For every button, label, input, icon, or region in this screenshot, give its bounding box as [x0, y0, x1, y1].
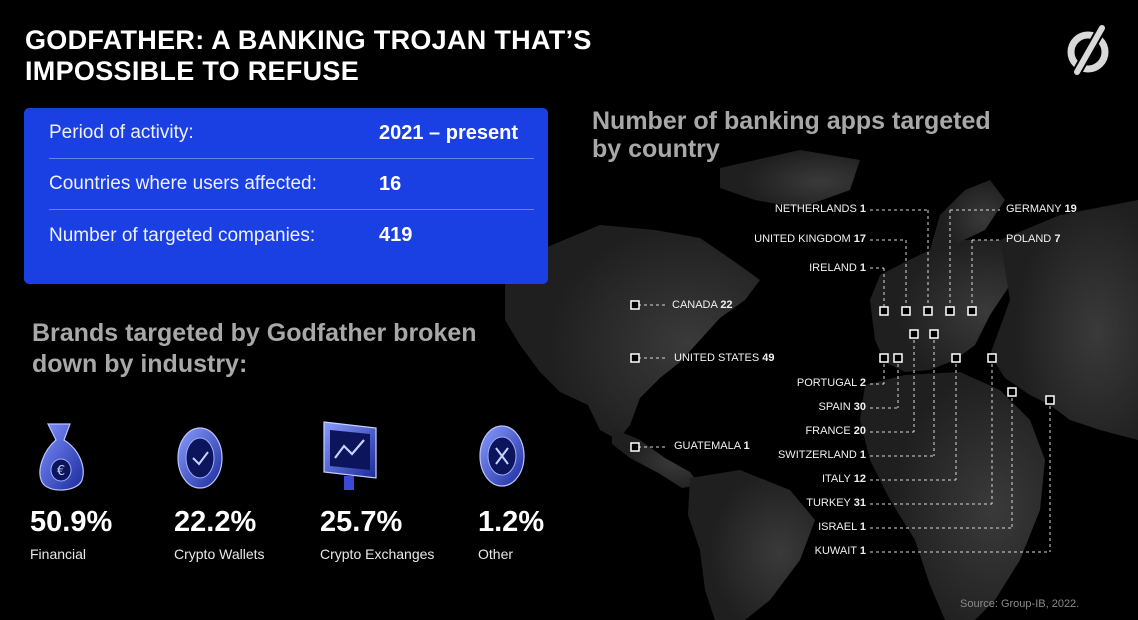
- greenland-shape: [720, 150, 860, 208]
- marker-italy: [951, 353, 961, 363]
- industry-percent: 22.2%: [174, 506, 257, 538]
- exchange-monitor-icon: [323, 421, 377, 490]
- info-value: 2021 – present: [379, 121, 518, 144]
- crypto-coin-icon: [177, 427, 223, 489]
- marker-canada: [630, 300, 640, 310]
- industry-crypto-exchanges: 25.7% Crypto Exchanges: [320, 420, 434, 562]
- marker-portugal: [879, 353, 889, 363]
- country-label-portugal: PORTUGAL 2: [796, 377, 866, 389]
- money-bag-icon: €: [39, 423, 84, 491]
- industry-percent: 50.9%: [30, 506, 113, 538]
- industry-percent: 25.7%: [320, 506, 403, 538]
- marker-kuwait: [1045, 395, 1055, 405]
- info-label: Number of targeted companies:: [49, 224, 316, 246]
- marker-turkey: [987, 353, 997, 363]
- country-label-canada: CANADA 22: [672, 299, 733, 311]
- info-row-companies: Number of targeted companies: 419: [49, 210, 534, 261]
- marker-united-states: [630, 353, 640, 363]
- marker-netherlands: [923, 306, 933, 316]
- industry-label: Crypto Exchanges: [320, 546, 435, 562]
- brands-title: Brands targeted by Godfather broken down…: [32, 319, 477, 378]
- country-label-guatemala: GUATEMALA 1: [674, 440, 750, 452]
- industry-financial: € 50.9% Financial: [30, 420, 112, 562]
- source-note: Source: Group-IB, 2022.: [960, 598, 1080, 610]
- map-title: Number of banking apps targeted by count…: [592, 107, 991, 163]
- svg-text:€: €: [57, 464, 65, 479]
- country-label-italy: ITALY 12: [821, 473, 866, 485]
- other-coin-icon: [479, 425, 525, 487]
- country-label-netherlands: NETHERLANDS 1: [774, 203, 866, 215]
- scandinavia-shape: [930, 180, 1005, 250]
- asia-shape: [990, 200, 1138, 440]
- country-label-switzerland: SWITZERLAND 1: [777, 449, 866, 461]
- marker-switzerland: [929, 329, 939, 339]
- central-america-shape: [612, 428, 700, 488]
- country-label-israel: ISRAEL 1: [818, 521, 866, 533]
- info-value: 16: [379, 172, 402, 195]
- industry-percent: 1.2%: [478, 506, 545, 538]
- marker-france: [909, 329, 919, 339]
- industry-label: Crypto Wallets: [174, 546, 265, 562]
- industry-label: Other: [478, 546, 514, 562]
- summary-panel: Period of activity: 2021 – present Count…: [24, 108, 548, 284]
- info-label: Period of activity:: [49, 122, 194, 143]
- marker-poland: [967, 306, 977, 316]
- marker-ireland: [879, 306, 889, 316]
- marker-germany: [945, 306, 955, 316]
- country-label-kuwait: KUWAIT 1: [814, 545, 866, 557]
- group-ib-logo-icon: [1067, 25, 1109, 75]
- country-label-ireland: IRELAND 1: [809, 262, 866, 274]
- south-america-shape: [688, 470, 815, 620]
- info-row-countries: Countries where users affected: 16: [49, 159, 534, 210]
- country-label-germany: GERMANY 19: [1006, 203, 1077, 215]
- country-label-france: FRANCE 20: [805, 425, 866, 437]
- country-label-turkey: TURKEY 31: [806, 497, 866, 509]
- country-label-united-states: UNITED STATES 49: [674, 352, 775, 364]
- africa-shape: [860, 372, 1045, 620]
- marker-united-kingdom: [901, 306, 911, 316]
- industry-crypto-wallets: 22.2% Crypto Wallets: [174, 420, 265, 562]
- industry-label: Financial: [30, 546, 87, 562]
- info-row-period: Period of activity: 2021 – present: [49, 108, 534, 159]
- industry-other: 1.2% Other: [478, 420, 544, 562]
- north-america-shape: [505, 225, 760, 440]
- page-title: GODFATHER: A BANKING TROJAN THAT’S IMPOS…: [25, 25, 592, 86]
- marker-israel: [1007, 387, 1017, 397]
- country-label-poland: POLAND 7: [1006, 233, 1061, 245]
- country-label-spain: SPAIN 30: [818, 401, 866, 413]
- info-label: Countries where users affected:: [49, 173, 317, 194]
- marker-spain: [893, 353, 903, 363]
- info-value: 419: [379, 224, 413, 246]
- country-label-united-kingdom: UNITED KINGDOM 17: [754, 233, 866, 245]
- marker-guatemala: [630, 442, 640, 452]
